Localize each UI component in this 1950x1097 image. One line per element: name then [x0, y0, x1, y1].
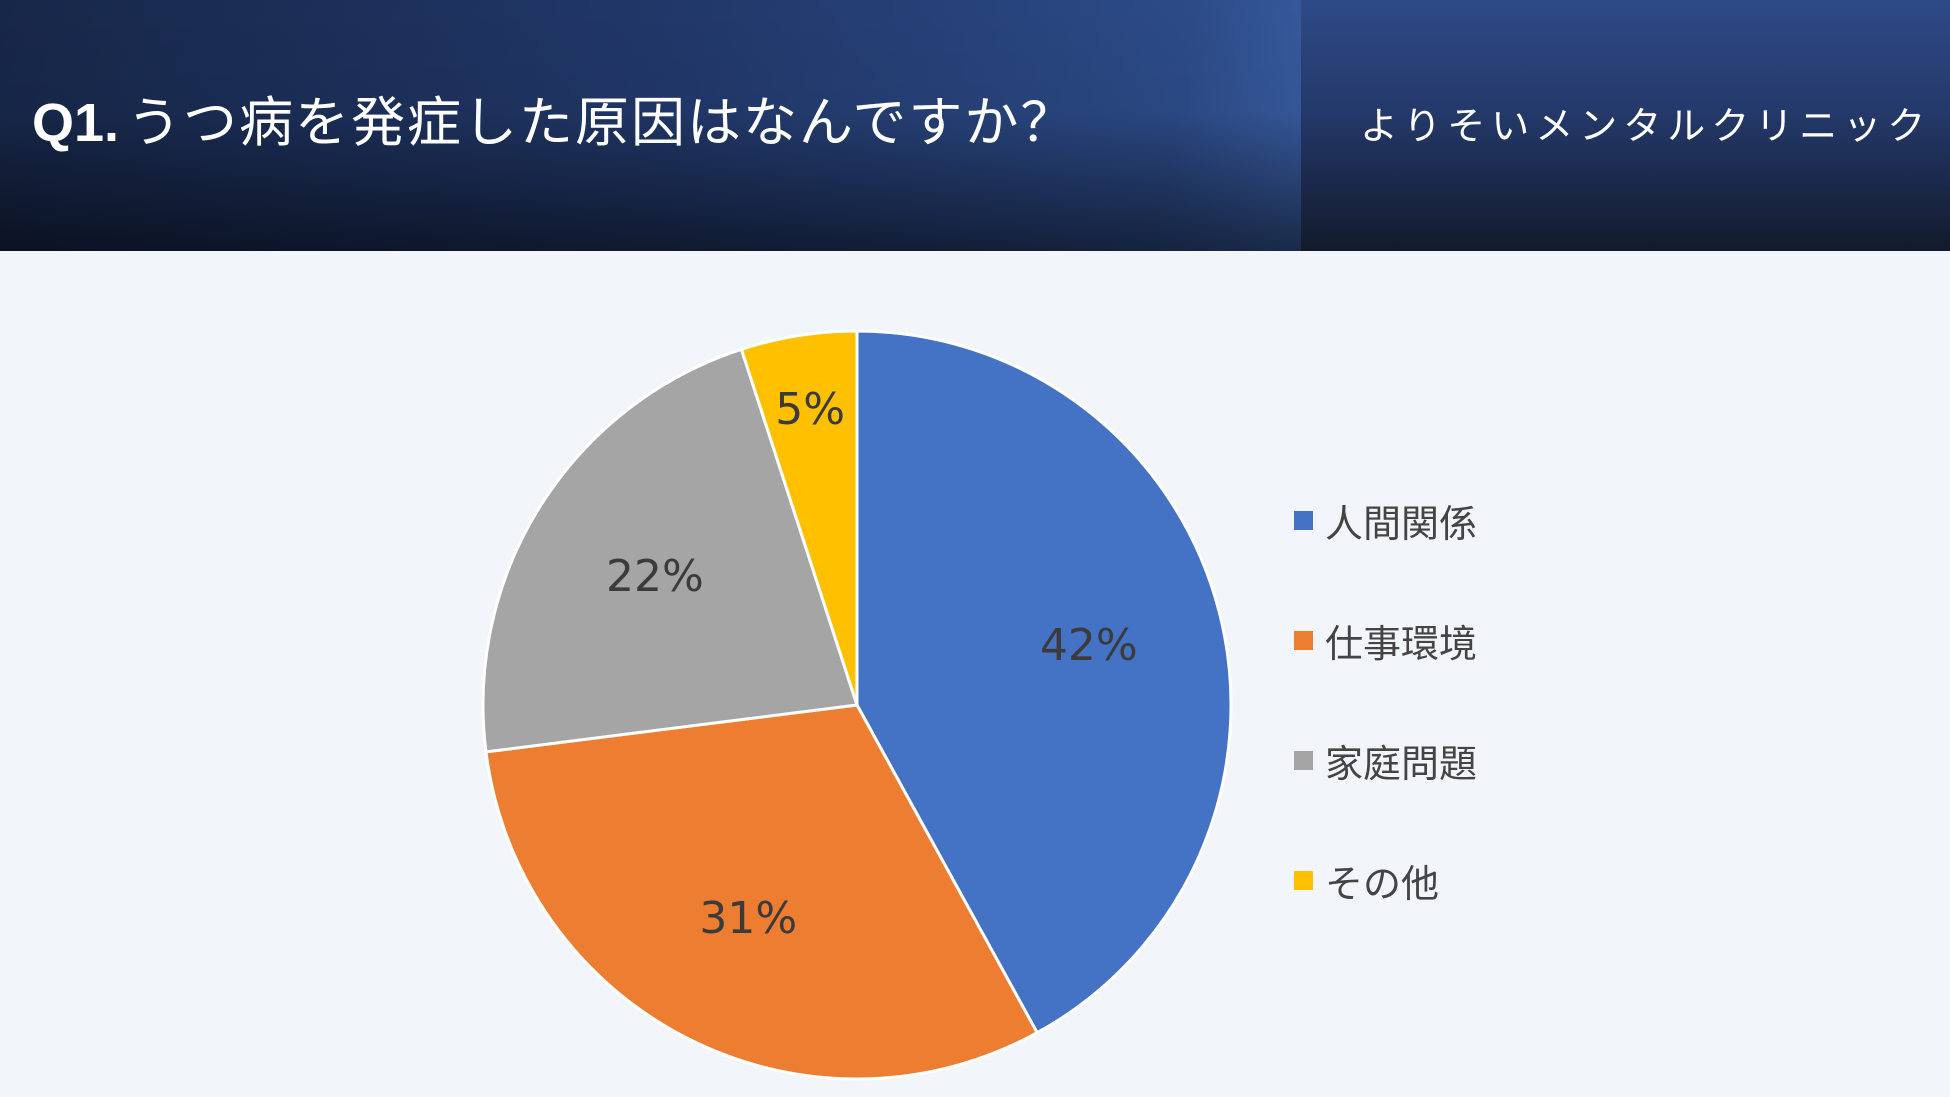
pie-slice-0	[855, 329, 1233, 1035]
data-label-0: 42%	[1040, 620, 1138, 671]
data-label-1: 31%	[699, 893, 797, 944]
pie-slice-2	[481, 347, 859, 754]
header-right-panel	[1301, 0, 1950, 251]
data-label-2: 22%	[606, 551, 704, 602]
legend-item-2: 家庭問題	[1294, 730, 1477, 790]
question-title: Q1. うつ病を発症した原因はなんですか？	[32, 88, 1076, 158]
legend-swatch	[1294, 510, 1313, 530]
legend-item-1: 仕事環境	[1294, 610, 1477, 670]
legend-item-3: その他	[1294, 850, 1439, 910]
legend-swatch	[1294, 870, 1313, 890]
pie-data-labels: 42% 31% 22% 5%	[606, 384, 1138, 944]
legend-label: その他	[1325, 861, 1440, 906]
question-text: うつ病を発症した原因はなんですか？	[127, 91, 1077, 154]
legend-swatch	[1294, 750, 1313, 770]
data-label-3: 5%	[775, 384, 845, 435]
slide-header: Q1. うつ病を発症した原因はなんですか？ よりそいメンタルクリニック	[0, 0, 1950, 251]
legend-swatch	[1294, 630, 1313, 650]
clinic-name: よりそいメンタルクリニック	[1360, 104, 1932, 148]
pie-slice-1	[484, 703, 1040, 1081]
question-number: Q1.	[32, 93, 120, 153]
legend-item-0: 人間関係	[1294, 490, 1477, 550]
pie-slice-3	[739, 329, 859, 706]
legend-label: 家庭問題	[1325, 741, 1478, 786]
pie-slices	[481, 329, 1233, 1081]
legend-label: 仕事環境	[1325, 621, 1478, 666]
legend-label: 人間関係	[1325, 501, 1478, 546]
